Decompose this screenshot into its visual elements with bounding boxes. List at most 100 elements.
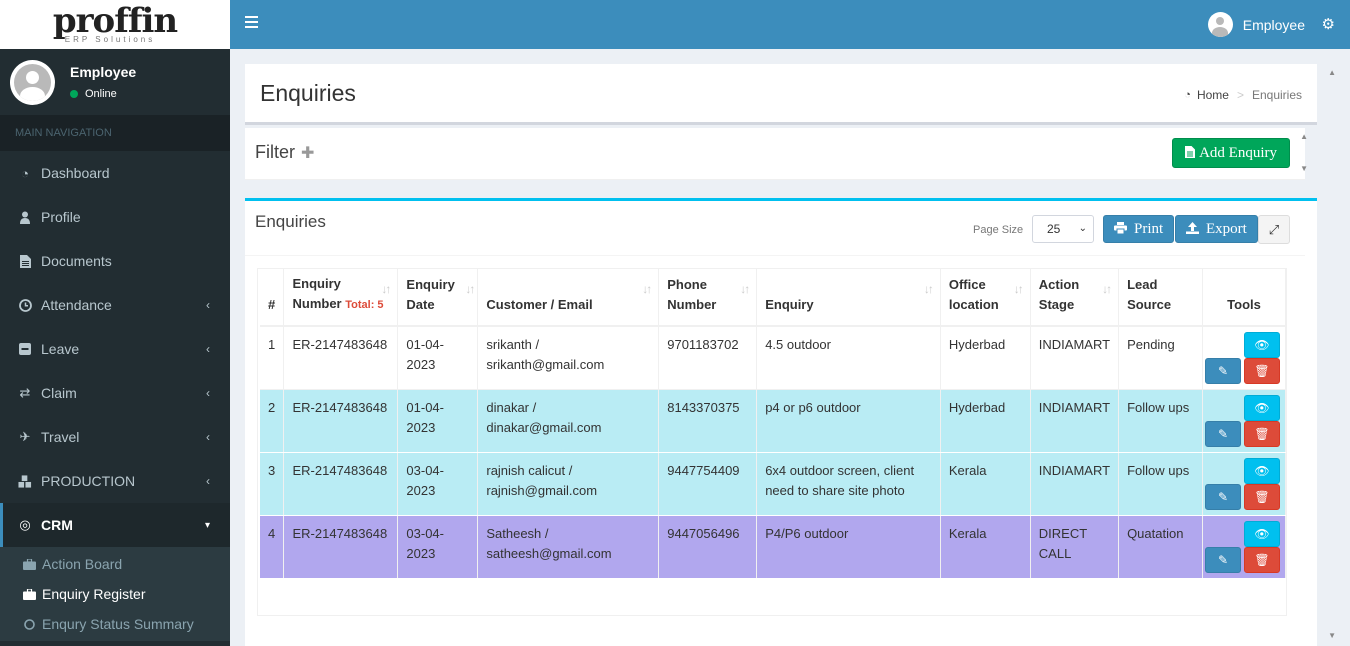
- file-icon: [1185, 145, 1196, 161]
- user-panel: Employee Online: [0, 49, 230, 115]
- table-row: 1 ER-2147483648 01-04-2023 srikanth / sr…: [260, 326, 1286, 390]
- sidebar-item-crm[interactable]: ◎ CRM ▾: [0, 503, 230, 547]
- col-header-tools: Tools: [1202, 269, 1286, 327]
- page-header: Enquiries ◔ Home > Enquiries: [245, 64, 1317, 125]
- scroll-down-icon[interactable]: ▼: [1300, 164, 1308, 173]
- page-scroll-down-icon[interactable]: ▼: [1328, 631, 1336, 640]
- sort-icon[interactable]: ↓↑: [740, 282, 750, 296]
- delete-button[interactable]: 🗑: [1244, 420, 1280, 447]
- edit-button[interactable]: ✎: [1205, 358, 1241, 384]
- add-enquiry-button[interactable]: Add Enquiry: [1172, 138, 1290, 168]
- sidebar-item-attendance[interactable]: Attendance ‹: [0, 283, 230, 327]
- col-header-office-location[interactable]: Office location ↓↑: [940, 269, 1031, 327]
- view-button[interactable]: 👁: [1244, 394, 1280, 421]
- cell-stage: DIRECT CALL: [1030, 515, 1120, 578]
- sort-icon[interactable]: ↓↑: [642, 282, 652, 296]
- eye-icon: 👁: [1254, 338, 1270, 352]
- logo[interactable]: proffin ERP Solutions: [0, 0, 230, 49]
- export-button[interactable]: Export: [1175, 215, 1258, 243]
- sidebar-subitem-action-board[interactable]: Action Board: [0, 549, 230, 579]
- trash-icon: 🗑: [1254, 489, 1270, 504]
- sidebar-item-documents[interactable]: Documents: [0, 239, 230, 283]
- sidebar-item-travel[interactable]: ✈ Travel ‹: [19, 429, 210, 445]
- cell-stage: INDIAMART: [1030, 326, 1120, 390]
- delete-button[interactable]: 🗑: [1244, 358, 1280, 384]
- dashboard-icon: ◔: [1184, 89, 1191, 101]
- col-header-phone-number[interactable]: Phone Number ↓↑: [658, 269, 758, 327]
- page-scroll-up-icon[interactable]: ▲: [1328, 68, 1336, 77]
- cell-phone: 9447754409: [658, 452, 758, 516]
- table-header-row: # Enquiry Number Total: 5 ↓↑ Enquiry Date…: [260, 269, 1286, 327]
- view-button[interactable]: 👁: [1244, 332, 1280, 358]
- cell-tools: 👁 ✎ 🗑: [1202, 452, 1286, 516]
- edit-button[interactable]: ✎: [1205, 483, 1241, 510]
- cell-enquiry: P4/P6 outdoor: [756, 515, 941, 578]
- filter-toggle[interactable]: Filter ✚: [255, 142, 315, 162]
- trash-icon: 🗑: [1254, 364, 1270, 378]
- sidebar-item-dashboard[interactable]: ◔ Dashboard: [0, 151, 230, 195]
- nav-header: MAIN NAVIGATION: [0, 115, 230, 151]
- sidebar-item-leave[interactable]: Leave ‹: [0, 327, 230, 371]
- sidebar-subitem-enquiry-register[interactable]: Enquiry Register: [0, 579, 230, 609]
- expand-icon[interactable]: ⤢: [1258, 215, 1290, 244]
- sort-icon[interactable]: ↓↑: [465, 282, 475, 296]
- cell-enquiry-date: 01-04-2023: [397, 326, 479, 390]
- delete-button[interactable]: 🗑: [1244, 546, 1280, 573]
- top-header: Employee ⚙: [230, 0, 1350, 49]
- cell-tools: 👁 ✎ 🗑: [1202, 515, 1286, 578]
- print-icon: [1114, 221, 1127, 237]
- edit-button[interactable]: ✎: [1205, 420, 1241, 447]
- col-header-enquiry[interactable]: Enquiry ↓↑: [756, 269, 941, 327]
- cell-enquiry: 4.5 outdoor: [756, 326, 941, 390]
- col-header-enquiry-number[interactable]: Enquiry Number Total: 5 ↓↑: [283, 269, 399, 327]
- delete-button[interactable]: 🗑: [1244, 483, 1280, 510]
- edit-icon: ✎: [1217, 426, 1229, 441]
- trash-icon: 🗑: [1254, 426, 1270, 441]
- cell-enquiry: p4 or p6 outdoor: [756, 389, 941, 453]
- edit-button[interactable]: ✎: [1205, 546, 1241, 573]
- sort-icon[interactable]: ↓↑: [923, 282, 934, 296]
- print-button[interactable]: Print: [1103, 215, 1175, 243]
- cell-phone: 9447056496: [658, 515, 758, 578]
- user-menu[interactable]: Employee: [1207, 12, 1305, 37]
- edit-icon: ✎: [1217, 489, 1229, 504]
- cell-office: Hyderbad: [940, 389, 1031, 453]
- table-row: 2 ER-2147483648 01-04-2023 dinakar / din…: [260, 389, 1286, 453]
- sidebar-item-production[interactable]: PRODUCTION ‹: [0, 459, 230, 503]
- cell-enquiry-number: ER-2147483648: [283, 515, 399, 578]
- col-header-customer-email[interactable]: Customer / Email ↓↑: [477, 269, 660, 327]
- sort-icon[interactable]: ↓↑: [381, 282, 391, 296]
- chevron-left-icon: ‹: [206, 298, 210, 312]
- scroll-up-icon[interactable]: ▲: [1300, 132, 1308, 141]
- cell-stage: INDIAMART: [1030, 452, 1120, 516]
- sidebar-subitem-enquiry-status-summary[interactable]: Enqury Status Summary: [0, 609, 230, 639]
- page-size-select[interactable]: 25 ⌄: [1032, 215, 1094, 243]
- col-header-num: #: [260, 269, 285, 327]
- cell-phone: 8143370375: [658, 389, 758, 453]
- sidebar-item-profile[interactable]: Profile: [0, 195, 230, 239]
- total-count: Total: 5: [345, 299, 384, 311]
- cell-tools: 👁 ✎ 🗑: [1202, 326, 1286, 390]
- chevron-left-icon: ‹: [206, 430, 210, 444]
- edit-icon: ✎: [1217, 364, 1229, 378]
- cell-customer: dinakar / dinakar@gmail.com: [477, 389, 660, 453]
- user-icon: [18, 210, 32, 224]
- sort-icon[interactable]: ↓↑: [1013, 282, 1024, 296]
- view-button[interactable]: 👁: [1244, 457, 1280, 484]
- breadcrumb-home[interactable]: Home: [1196, 88, 1229, 102]
- cell-enquiry-number: ER-2147483648: [283, 389, 399, 453]
- cell-office: Kerala: [940, 515, 1031, 578]
- user-name: Employee: [70, 64, 137, 80]
- briefcase-icon: [22, 558, 36, 570]
- view-button[interactable]: 👁: [1244, 520, 1280, 547]
- cell-enquiry-number: ER-2147483648: [283, 452, 399, 516]
- gears-icon[interactable]: ⚙: [1321, 16, 1335, 33]
- upload-icon: [1186, 221, 1199, 237]
- sort-icon[interactable]: ↓↑: [1102, 282, 1112, 296]
- page-size-label: Page Size: [973, 224, 1024, 236]
- col-header-action-stage[interactable]: Action Stage ↓↑: [1030, 269, 1120, 327]
- dashboard-icon: ◔: [21, 165, 29, 181]
- sidebar-item-claim[interactable]: ⇄ Claim ‹: [19, 385, 210, 401]
- menu-toggle-icon[interactable]: [245, 16, 258, 29]
- col-header-enquiry-date[interactable]: Enquiry Date ↓↑: [397, 269, 479, 327]
